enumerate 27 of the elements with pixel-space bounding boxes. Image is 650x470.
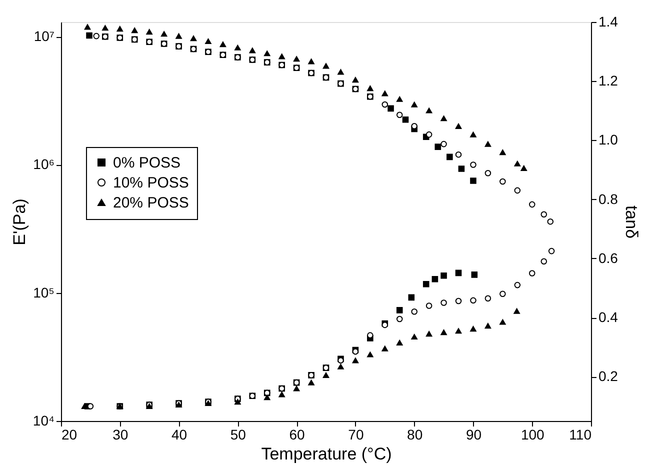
x-tick-label: 20	[62, 426, 78, 442]
x-tick-label: 90	[466, 426, 482, 442]
y-axis-title: E'(Pa)	[10, 198, 29, 246]
x-tick-label: 30	[112, 426, 128, 442]
y2-axis-title: tanδ	[622, 205, 641, 239]
y-tick-label: 10⁷	[34, 28, 54, 44]
legend-label: 10% POSS	[113, 174, 189, 192]
y2-tick-label: 0.2	[598, 368, 618, 384]
y2-tick-label: 0.6	[598, 250, 618, 266]
x-axis-title: Temperature (°C)	[261, 444, 392, 464]
legend-label: 20% POSS	[113, 194, 189, 212]
y2-tick-label: 1.0	[598, 132, 618, 148]
y2-tick-label: 0.8	[598, 190, 618, 207]
y2-tick-label: 1.4	[598, 14, 618, 30]
x-tick-label: 70	[348, 426, 364, 442]
x-tick-label: 40	[171, 426, 188, 442]
y2-tick-label: 0.4	[598, 309, 618, 326]
x-tick-label: 110	[569, 426, 592, 442]
x-tick-label: 60	[289, 426, 306, 442]
y2-tick-label: 1.2	[598, 72, 618, 89]
y-tick-label: 10⁴	[32, 412, 54, 428]
x-tick-label: 50	[230, 426, 246, 442]
legend-label: 0% POSS	[113, 154, 181, 172]
x-tick-label: 80	[407, 426, 423, 442]
y-tick-label: 10⁵	[33, 284, 54, 300]
x-tick-label: 100	[520, 426, 545, 442]
y-tick-label: 10⁶	[33, 156, 54, 172]
